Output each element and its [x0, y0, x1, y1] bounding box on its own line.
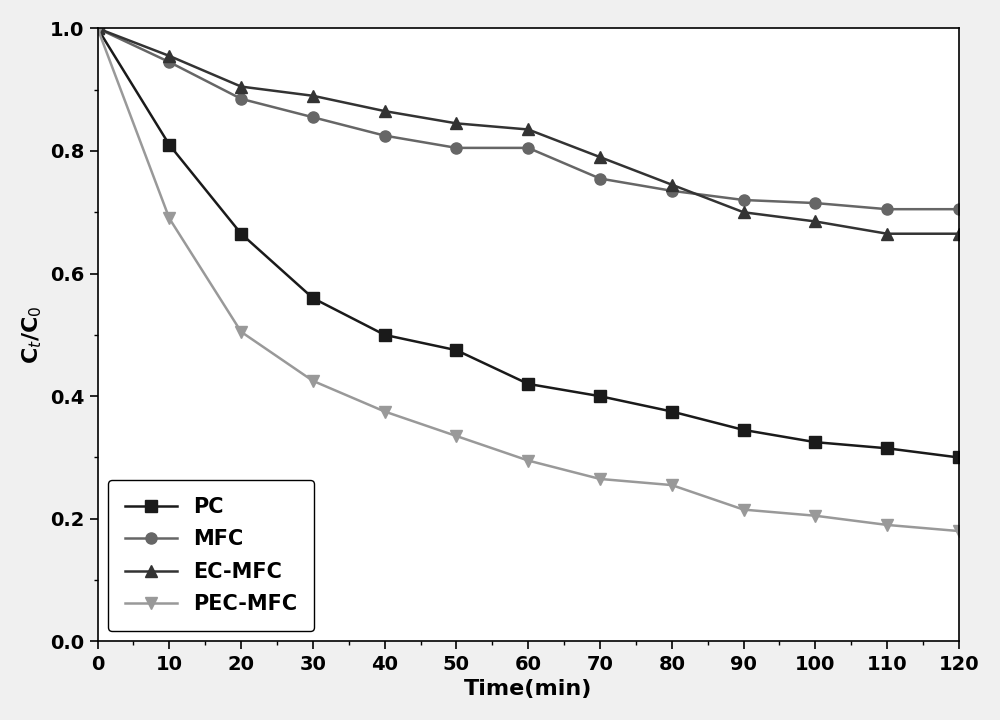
PEC-MFC [450, 432, 462, 441]
MFC [307, 113, 319, 122]
EC-MFC [379, 107, 391, 115]
PC [92, 24, 104, 32]
MFC [235, 94, 247, 103]
PC [594, 392, 606, 400]
EC-MFC [522, 125, 534, 134]
PC [881, 444, 893, 453]
PC [379, 330, 391, 339]
EC-MFC [450, 119, 462, 127]
EC-MFC [307, 91, 319, 100]
EC-MFC [594, 153, 606, 161]
MFC [809, 199, 821, 207]
EC-MFC [809, 217, 821, 226]
PC [666, 408, 678, 416]
PEC-MFC [379, 408, 391, 416]
PEC-MFC [738, 505, 750, 514]
MFC [881, 205, 893, 214]
MFC [450, 143, 462, 152]
MFC [92, 24, 104, 32]
PEC-MFC [163, 214, 175, 222]
MFC [666, 186, 678, 195]
PC [450, 346, 462, 354]
Line: PEC-MFC: PEC-MFC [92, 23, 964, 536]
EC-MFC [235, 82, 247, 91]
PEC-MFC [307, 377, 319, 385]
EC-MFC [738, 208, 750, 217]
Legend: PC, MFC, EC-MFC, PEC-MFC: PC, MFC, EC-MFC, PEC-MFC [108, 480, 314, 631]
PC [307, 294, 319, 302]
MFC [163, 58, 175, 66]
PC [163, 140, 175, 149]
EC-MFC [163, 52, 175, 60]
Y-axis label: C$_{t}$/C$_{0}$: C$_{t}$/C$_{0}$ [21, 305, 44, 364]
EC-MFC [881, 230, 893, 238]
PC [235, 230, 247, 238]
PEC-MFC [235, 328, 247, 336]
EC-MFC [953, 230, 965, 238]
PEC-MFC [92, 24, 104, 32]
MFC [953, 205, 965, 214]
MFC [379, 131, 391, 140]
Line: MFC: MFC [92, 23, 964, 215]
MFC [594, 174, 606, 183]
PC [522, 379, 534, 388]
PC [953, 453, 965, 462]
MFC [522, 143, 534, 152]
EC-MFC [92, 24, 104, 32]
PEC-MFC [953, 527, 965, 536]
PEC-MFC [594, 474, 606, 483]
MFC [738, 196, 750, 204]
PC [809, 438, 821, 446]
Line: EC-MFC: EC-MFC [92, 23, 964, 239]
PEC-MFC [809, 511, 821, 520]
X-axis label: Time(min): Time(min) [464, 679, 592, 699]
PEC-MFC [666, 481, 678, 490]
PEC-MFC [881, 521, 893, 529]
EC-MFC [666, 180, 678, 189]
Line: PC: PC [92, 23, 964, 463]
PEC-MFC [522, 456, 534, 465]
PC [738, 426, 750, 434]
